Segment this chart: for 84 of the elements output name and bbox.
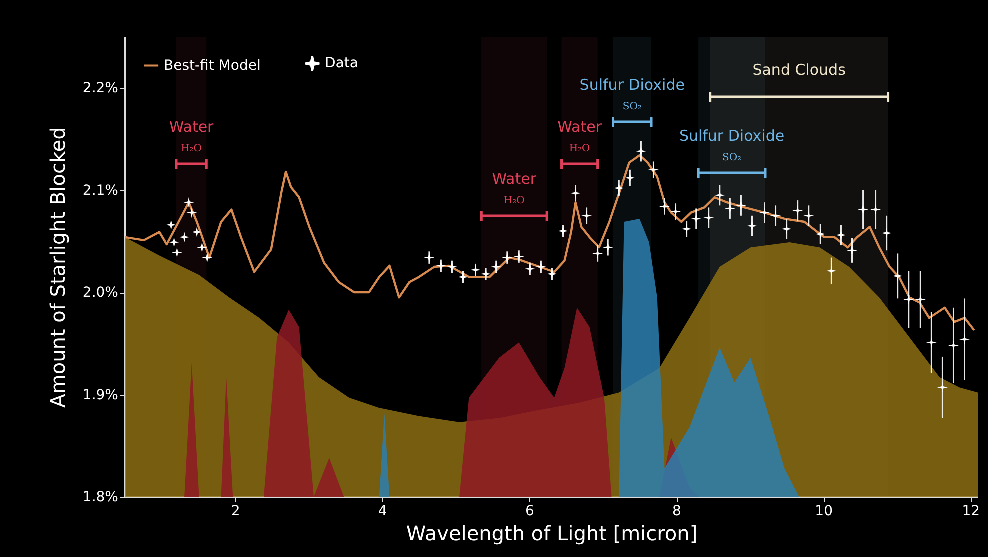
point bbox=[691, 214, 702, 224]
point bbox=[166, 220, 177, 230]
point bbox=[847, 245, 858, 256]
point bbox=[202, 252, 213, 264]
point bbox=[815, 229, 826, 240]
point bbox=[446, 262, 458, 272]
point bbox=[704, 212, 714, 224]
point bbox=[682, 224, 692, 234]
point bbox=[736, 200, 746, 211]
x-tick-label: 12 bbox=[962, 504, 980, 520]
point bbox=[470, 264, 482, 276]
point bbox=[636, 146, 646, 157]
point bbox=[826, 266, 837, 276]
band-label: Sulfur Dioxide bbox=[679, 127, 785, 146]
point bbox=[926, 337, 937, 348]
point bbox=[514, 252, 524, 262]
point bbox=[648, 164, 659, 176]
annotation: H₂O bbox=[181, 144, 202, 155]
band-label: Sand Clouds bbox=[752, 61, 846, 80]
y-tick-label: 1.8% bbox=[82, 490, 118, 506]
point bbox=[172, 247, 182, 258]
band-label: Water bbox=[169, 118, 215, 136]
annotation: SO₂ bbox=[722, 152, 742, 164]
y-tick-label: 2.1% bbox=[82, 182, 118, 199]
point bbox=[436, 260, 446, 272]
point bbox=[169, 237, 180, 248]
point bbox=[660, 201, 670, 212]
point bbox=[546, 268, 558, 280]
x-tick-label: 10 bbox=[815, 504, 833, 520]
y-tick-label: 1.9% bbox=[82, 387, 118, 404]
point bbox=[184, 197, 194, 208]
point bbox=[960, 334, 970, 345]
band-label: Sulfur Dioxide bbox=[580, 76, 685, 94]
point bbox=[892, 270, 904, 282]
point bbox=[570, 188, 582, 199]
x-tick-label: 4 bbox=[378, 504, 388, 520]
band-label: Water bbox=[492, 170, 538, 188]
y-tick-label: 2.0% bbox=[82, 285, 118, 302]
y-axis-title: Amount of Starlight Blocked bbox=[46, 127, 70, 408]
point bbox=[592, 248, 604, 259]
point bbox=[804, 210, 814, 222]
point bbox=[186, 208, 198, 218]
legend-label: Data bbox=[325, 56, 358, 72]
point bbox=[747, 220, 758, 232]
annotation: SO₂ bbox=[622, 102, 642, 113]
point bbox=[582, 210, 592, 222]
annotation: H₂O bbox=[569, 144, 590, 155]
point bbox=[915, 294, 926, 305]
point bbox=[760, 208, 770, 218]
point bbox=[792, 206, 804, 216]
annotation: H₂O bbox=[504, 196, 525, 207]
band-label: Water bbox=[558, 118, 603, 136]
point bbox=[904, 294, 914, 305]
x-tick-label: 8 bbox=[672, 504, 682, 520]
point bbox=[714, 190, 726, 201]
x-tick-label: 2 bbox=[231, 504, 240, 520]
point bbox=[858, 204, 869, 215]
point bbox=[624, 172, 636, 184]
x-tick-label: 6 bbox=[525, 504, 534, 520]
point bbox=[870, 204, 882, 215]
point bbox=[536, 262, 546, 272]
point bbox=[836, 230, 846, 241]
point bbox=[502, 252, 513, 264]
x-axis-title: Wavelength of Light [micron] bbox=[406, 522, 698, 546]
point bbox=[782, 224, 792, 234]
point bbox=[458, 272, 469, 282]
point bbox=[724, 203, 736, 214]
point bbox=[770, 210, 782, 222]
point bbox=[882, 228, 892, 239]
point bbox=[614, 183, 624, 194]
point bbox=[602, 242, 614, 253]
point bbox=[524, 264, 536, 274]
y-tick-label: 2.2% bbox=[82, 80, 118, 97]
point bbox=[480, 268, 492, 280]
point bbox=[948, 340, 959, 351]
point bbox=[179, 232, 190, 243]
point bbox=[192, 227, 202, 238]
point bbox=[196, 242, 208, 253]
point bbox=[491, 262, 502, 272]
point bbox=[558, 226, 569, 236]
point bbox=[670, 206, 682, 218]
point bbox=[424, 252, 435, 264]
point bbox=[937, 382, 948, 393]
legend-label: Best-fit Model bbox=[164, 58, 261, 74]
